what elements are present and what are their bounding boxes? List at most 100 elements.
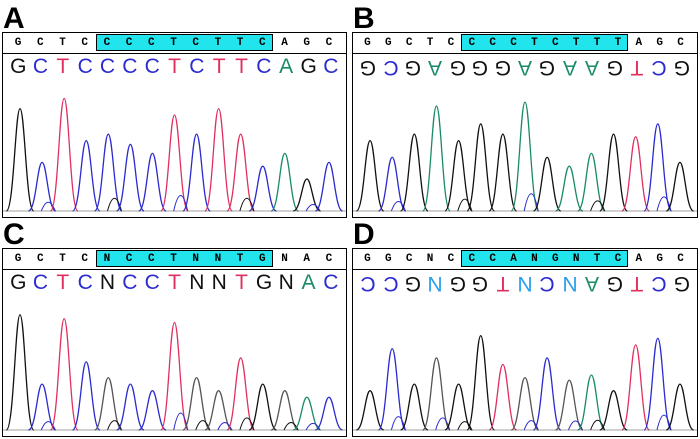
base-call: G (10, 271, 27, 294)
reference-base: G (656, 37, 663, 49)
trace-peak (182, 376, 211, 431)
highlighted-region (461, 250, 629, 267)
reference-base: A (635, 37, 643, 49)
base-call: N (278, 271, 294, 294)
trace-peak (160, 114, 189, 212)
trace-peak (599, 133, 628, 212)
trace-peak (314, 396, 343, 431)
trace-peak (226, 357, 256, 431)
base-call: C (383, 272, 399, 295)
reference-base: C (468, 253, 476, 265)
base-call: G (404, 272, 421, 295)
reference-base: T (214, 37, 222, 49)
trace-noise-peak (567, 420, 583, 431)
trace-plot (3, 314, 346, 431)
reference-base: G (14, 253, 22, 265)
reference-base: N (214, 253, 222, 265)
trace-peak (377, 348, 407, 431)
reference-base: T (59, 253, 66, 265)
trace-plot (353, 335, 697, 431)
reference-base: C (325, 253, 333, 265)
trace-peak (422, 357, 451, 431)
reference-base: C (81, 37, 88, 49)
trace-noise-peak (217, 422, 233, 431)
reference-base: C (447, 253, 455, 265)
panel-label-b: B (353, 2, 375, 35)
trace-peak (444, 139, 473, 212)
panel-label-a: A (3, 2, 25, 35)
base-call: C (77, 55, 93, 78)
panel-label-d: D (353, 218, 375, 251)
trace-peak (356, 390, 385, 431)
base-call: T (168, 271, 181, 294)
trace-noise-peak (457, 421, 473, 431)
base-call: T (56, 55, 70, 78)
base-call: C (144, 271, 160, 294)
trace-peak (577, 152, 606, 212)
reference-base: C (447, 37, 455, 49)
base-call: C (323, 55, 339, 78)
base-call: G (359, 56, 377, 79)
reference-base: C (147, 37, 155, 49)
trace-noise-peak (590, 200, 606, 212)
reference-base: G (14, 37, 22, 49)
base-call: G (404, 56, 421, 79)
base-call: C (144, 55, 160, 78)
trace-peak (93, 133, 123, 212)
reference-base: C (489, 37, 496, 49)
trace-peak (248, 165, 278, 212)
trace-peak (488, 363, 518, 431)
base-call: C (77, 271, 93, 294)
reference-base: N (426, 253, 434, 265)
base-call: C (32, 271, 49, 294)
reference-base: C (103, 37, 111, 49)
trace-peak (292, 178, 321, 212)
trace-peak (488, 133, 518, 212)
base-call: G (471, 272, 489, 295)
reference-base: C (489, 253, 496, 265)
base-call: C (189, 55, 205, 78)
base-call: G (471, 56, 489, 79)
trace-peak (532, 357, 562, 431)
trace-peak (27, 161, 57, 212)
trace-noise-peak (305, 204, 321, 212)
trace-peak (71, 361, 101, 431)
base-call: T (630, 272, 644, 295)
trace-noise-peak (390, 200, 406, 212)
trace-noise-peak (106, 197, 122, 212)
base-call: T (630, 56, 644, 79)
trace-peak (621, 136, 651, 212)
base-call: A (428, 56, 443, 79)
reference-base: C (325, 37, 333, 49)
reference-base: G (303, 37, 310, 49)
reference-base: C (125, 37, 133, 49)
trace-peak (160, 321, 189, 431)
base-call: T (235, 55, 248, 78)
trace-peak (377, 156, 407, 212)
trace-peak (532, 156, 562, 212)
base-call: C (360, 272, 376, 295)
trace-peak (399, 383, 429, 431)
reference-base: G (385, 253, 392, 265)
reference-base: T (236, 253, 244, 265)
trace-peak (270, 390, 299, 431)
reference-base: G (364, 37, 371, 49)
reference-base: G (385, 37, 392, 49)
trace-peak (444, 383, 473, 431)
reference-base: G (552, 253, 559, 265)
base-call: C (651, 272, 667, 295)
base-call: C (383, 56, 399, 79)
trace-plot (353, 101, 697, 212)
trace-peak (510, 101, 540, 212)
trace-peak (555, 165, 584, 212)
trace-peak (621, 344, 651, 431)
base-call: C (256, 55, 272, 78)
reference-base: A (635, 253, 643, 265)
trace-peak (182, 133, 211, 212)
base-call: A (301, 271, 316, 294)
